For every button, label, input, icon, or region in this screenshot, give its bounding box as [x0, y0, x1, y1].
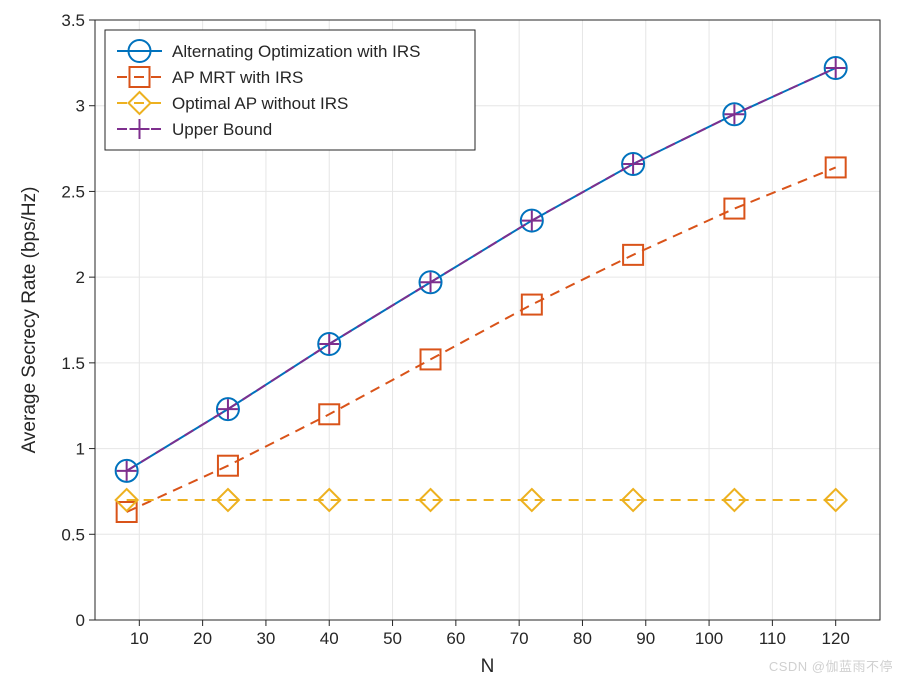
- svg-text:0: 0: [76, 611, 85, 630]
- svg-text:20: 20: [193, 629, 212, 648]
- svg-text:1.5: 1.5: [61, 354, 85, 373]
- svg-text:Upper Bound: Upper Bound: [172, 120, 272, 139]
- svg-text:Alternating Optimization with: Alternating Optimization with IRS: [172, 42, 421, 61]
- svg-text:1: 1: [76, 440, 85, 459]
- svg-text:120: 120: [821, 629, 849, 648]
- svg-text:0.5: 0.5: [61, 525, 85, 544]
- svg-text:50: 50: [383, 629, 402, 648]
- svg-text:10: 10: [130, 629, 149, 648]
- svg-text:80: 80: [573, 629, 592, 648]
- svg-text:60: 60: [446, 629, 465, 648]
- svg-text:40: 40: [320, 629, 339, 648]
- svg-text:N: N: [481, 656, 495, 677]
- svg-text:Average Secrecy Rate (bps/Hz): Average Secrecy Rate (bps/Hz): [19, 187, 40, 454]
- svg-text:AP MRT with IRS: AP MRT with IRS: [172, 68, 303, 87]
- svg-text:3: 3: [76, 97, 85, 116]
- svg-text:2: 2: [76, 268, 85, 287]
- svg-text:Optimal AP without IRS: Optimal AP without IRS: [172, 94, 348, 113]
- svg-text:30: 30: [256, 629, 275, 648]
- svg-text:70: 70: [510, 629, 529, 648]
- svg-text:3.5: 3.5: [61, 11, 85, 30]
- svg-text:100: 100: [695, 629, 723, 648]
- svg-text:2.5: 2.5: [61, 182, 85, 201]
- svg-text:90: 90: [636, 629, 655, 648]
- svg-text:110: 110: [759, 629, 786, 648]
- line-chart: 10 20 30 40 50 60 70 80 90 100 110 120 0 0.5 1 1.5 2 2.5 3…: [0, 0, 903, 681]
